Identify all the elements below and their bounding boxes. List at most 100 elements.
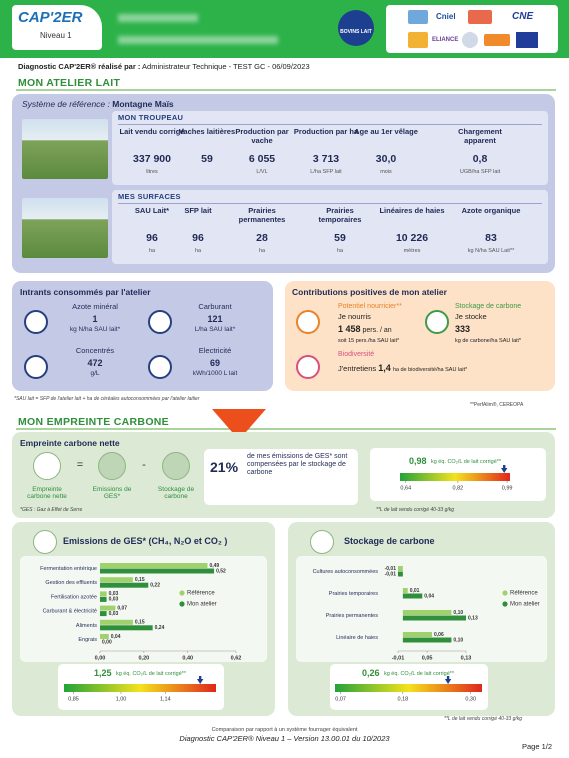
bar-value-label: 0,04 [111, 634, 121, 640]
bar-value-label: 0,10 [453, 610, 463, 616]
category-label: Aliments [76, 623, 97, 629]
legend-label: Référence [510, 591, 538, 597]
photo [22, 198, 108, 258]
item-label: Prairies permanentes [238, 206, 286, 224]
bar [100, 591, 107, 597]
photo [22, 119, 108, 179]
gauge-value: 0,26 kg éq. CO₂/L de lait corrigé** [362, 665, 455, 682]
formula-label: Stockage de carbone [157, 486, 195, 501]
chart-icon [310, 530, 334, 554]
icon [148, 355, 172, 379]
legend-label: Référence [187, 591, 215, 597]
bar [100, 625, 153, 631]
contribution-text: Je stocke [455, 312, 487, 321]
intrant-unit: kg N/ha SAU lait* [69, 326, 121, 333]
item-label: Production par vache [235, 127, 289, 145]
value: 1,25 [94, 668, 112, 678]
chart-icon [33, 530, 57, 554]
bar-value-label: 0,03 [109, 591, 119, 597]
formula-operator: = [76, 459, 84, 471]
gauge-tick-label: 0,99 [502, 485, 513, 491]
bar-value-label: 0,00 [102, 639, 112, 645]
logo-placeholder [468, 10, 492, 24]
item-unit: kg N/ha SAU Lait** [467, 248, 515, 254]
gauge-bar [64, 684, 216, 692]
logo-placeholder [484, 34, 510, 46]
bar [402, 588, 408, 593]
item-unit: UGB/ha SFP lait [459, 169, 501, 175]
value: 1 458 [338, 324, 361, 334]
legend-swatch [502, 590, 508, 596]
item-unit: ha [258, 248, 266, 254]
legend-label: Mon atelier [510, 602, 540, 608]
unit: pers. / an [362, 327, 392, 334]
logo-badge [12, 5, 102, 50]
item-label: Azote organique [461, 206, 521, 215]
bar-value-label: 0,03 [109, 597, 119, 603]
panel-rule [118, 203, 542, 204]
section-heading: MON ATELIER LAIT [18, 77, 121, 89]
blurred-info [118, 36, 278, 44]
unit: kg éq. CO₂/L de lait corrigé** [116, 671, 187, 677]
bar [100, 582, 149, 588]
category-label: Engrais [78, 637, 97, 643]
bar-value-label: 0,49 [209, 563, 219, 569]
value: 1,4 [378, 363, 391, 373]
category-label: Prairies temporaires [329, 591, 378, 597]
icon [425, 310, 449, 334]
chart-title: Stockage de carbone [344, 536, 435, 546]
partner-logo: Cniel [436, 12, 456, 21]
formula-icon [162, 452, 190, 480]
contribution-text: Je nourris [338, 312, 371, 321]
x-tick-label: 0,40 [182, 655, 193, 661]
item-unit: ha [148, 248, 156, 254]
diagnostic-line: Diagnostic CAP'2ER® réalisé par : Admini… [18, 62, 310, 72]
box-title: Contributions positives de mon atelier [292, 287, 447, 297]
box-title: Intrants consommés par l'atelier [20, 287, 151, 297]
gauge-tick-label: 0,82 [453, 485, 464, 491]
bar-value-label: 0,13 [468, 615, 478, 621]
gauge-marker [444, 676, 452, 684]
footnote: **L de lait vendu corrigé 40-33 g/kg [376, 507, 455, 513]
item-unit: L/ha SFP lait [310, 169, 342, 175]
item-label: SFP lait [184, 206, 212, 215]
logo: CAP'2ER [18, 9, 83, 26]
bar-value-label: 0,15 [135, 620, 145, 626]
formula-label: Empreinte carbone nette [27, 486, 67, 501]
x-tick-label: 0,13 [461, 655, 472, 661]
bar-value-label: 0,01 [410, 588, 420, 594]
contribution-label: Biodiversité [338, 351, 375, 358]
category-label: Linéaire de haies [336, 635, 378, 641]
heading-rule [16, 428, 556, 430]
reference-value: Montagne Maïs [112, 99, 174, 109]
bar [398, 566, 403, 571]
legend-swatch [502, 601, 508, 607]
category-label: Fertilisation azotée [51, 594, 97, 600]
reference-line: Système de référence : Montagne Maïs [22, 99, 174, 110]
section-heading: MON EMPREINTE CARBONE [18, 416, 169, 428]
contribution-unit: kg de carbone/ha SAU lait* [455, 338, 522, 344]
gauge-tick-label: 0,64 [400, 485, 411, 491]
category-label: Prairies permanentes [326, 613, 379, 619]
bar [100, 596, 107, 602]
bar-value-label: -0,01 [385, 571, 397, 577]
diagnostic-label: Diagnostic CAP'2ER® réalisé par : [18, 62, 141, 71]
x-tick-label: -0,01 [392, 655, 405, 661]
item-label: Chargement apparent [458, 127, 502, 145]
bar-value-label: -0,01 [385, 566, 397, 572]
bar [402, 632, 432, 637]
item-label: Lait vendu corrigé [119, 127, 185, 136]
gauge-tick-label: 0,07 [335, 696, 346, 702]
intrant-label: Azote minéral [72, 302, 118, 311]
formula-icon [98, 452, 126, 480]
logo-placeholder [408, 10, 428, 24]
percent-text: de mes émissions de GES* sont compensées… [247, 453, 348, 477]
chart-panel [20, 556, 267, 662]
intrant-unit: L/ha SAU lait* [194, 326, 236, 333]
blurred-info [118, 14, 198, 22]
bar-value-label: 0,15 [135, 577, 145, 583]
item-value: 0,8 [472, 153, 488, 165]
percent-panel [204, 449, 358, 505]
bar [100, 619, 133, 625]
bar [100, 605, 116, 611]
